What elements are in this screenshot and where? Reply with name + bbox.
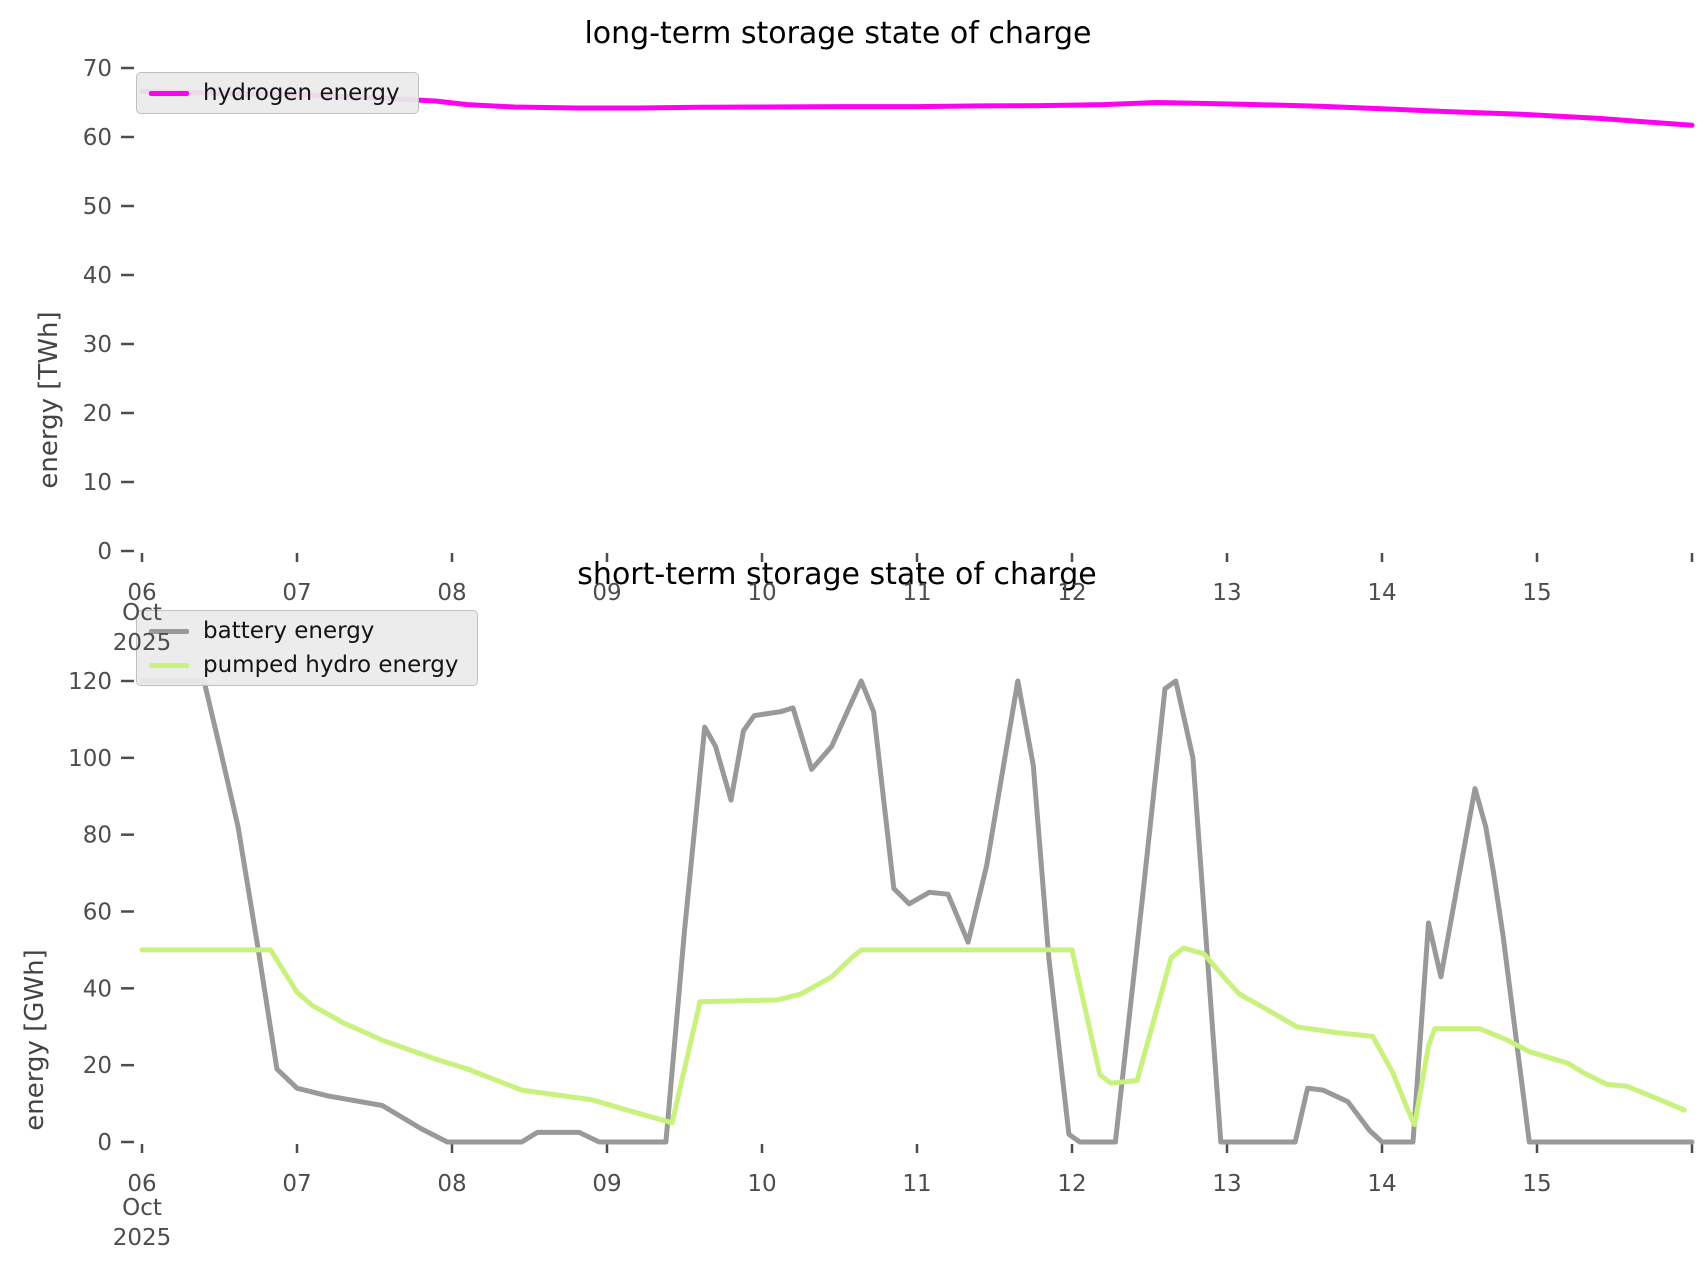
battery-line-swatch	[149, 628, 189, 634]
bottom-xaxis-year-label: 2025	[112, 1225, 172, 1251]
y-tick-label: 70	[83, 56, 112, 82]
top-chart-title: long-term storage state of charge	[584, 16, 1092, 51]
top-xaxis-month-label: Oct	[122, 600, 162, 626]
y-tick-label: 60	[83, 900, 112, 926]
top-xaxis-year-label: 2025	[112, 630, 172, 656]
x-tick-label: 09	[592, 580, 621, 606]
y-tick-label: 0	[97, 539, 112, 565]
y-tick-label: 60	[83, 125, 112, 151]
y-tick-label: 50	[83, 194, 112, 220]
x-tick-label: 10	[747, 1171, 776, 1197]
legend-label-battery-energy: battery energy	[203, 618, 375, 644]
x-tick-label: 14	[1367, 580, 1396, 606]
x-tick-label: 10	[747, 580, 776, 606]
y-tick-label: 30	[83, 332, 112, 358]
x-tick-label: 08	[437, 580, 466, 606]
x-tick-label: 08	[437, 1171, 466, 1197]
x-tick-label: 12	[1057, 1171, 1086, 1197]
x-tick-label: 07	[282, 580, 311, 606]
legend-item-hydrogen-energy: hydrogen energy	[149, 80, 400, 106]
series-line-pumped-hydro-energy	[139, 945, 1687, 1128]
legend-item-pumped-hydro-energy: pumped hydro energy	[149, 652, 459, 678]
x-tick-label: 15	[1522, 1171, 1551, 1197]
y-tick-label: 100	[68, 746, 112, 772]
bottom-chart-legend: battery energy pumped hydro energy	[136, 610, 478, 686]
y-tick-label: 120	[68, 669, 112, 695]
y-tick-label: 40	[83, 263, 112, 289]
bottom-chart-title: short-term storage state of charge	[577, 557, 1097, 592]
x-tick-label: 12	[1057, 580, 1086, 606]
top-chart-legend: hydrogen energy	[136, 72, 419, 114]
pumped-hydro-line-swatch	[149, 662, 189, 668]
x-tick-label: 15	[1522, 580, 1551, 606]
y-tick-label: 0	[97, 1130, 112, 1156]
x-tick-label: 06	[127, 580, 156, 606]
x-tick-label: 09	[592, 1171, 621, 1197]
y-tick-label: 20	[83, 401, 112, 427]
x-tick-label: 14	[1367, 1171, 1396, 1197]
series-line-hydrogen-energy	[139, 89, 1695, 128]
x-tick-label: 06	[127, 1171, 156, 1197]
x-tick-label: 13	[1212, 1171, 1241, 1197]
y-tick-label: 80	[83, 823, 112, 849]
x-tick-label: 07	[282, 1171, 311, 1197]
y-tick-label: 40	[83, 976, 112, 1002]
bottom-xaxis-month-label: Oct	[122, 1195, 162, 1221]
x-tick-label: 13	[1212, 580, 1241, 606]
x-tick-label: 11	[902, 1171, 931, 1197]
x-tick-label: 11	[902, 580, 931, 606]
legend-item-battery-energy: battery energy	[149, 618, 459, 644]
series-line-battery-energy	[139, 678, 1695, 1145]
y-tick-label: 20	[83, 1053, 112, 1079]
y-tick-label: 10	[83, 470, 112, 496]
hydrogen-line-swatch	[149, 90, 189, 96]
legend-label-hydrogen-energy: hydrogen energy	[203, 80, 400, 106]
legend-label-pumped-hydro-energy: pumped hydro energy	[203, 652, 459, 678]
